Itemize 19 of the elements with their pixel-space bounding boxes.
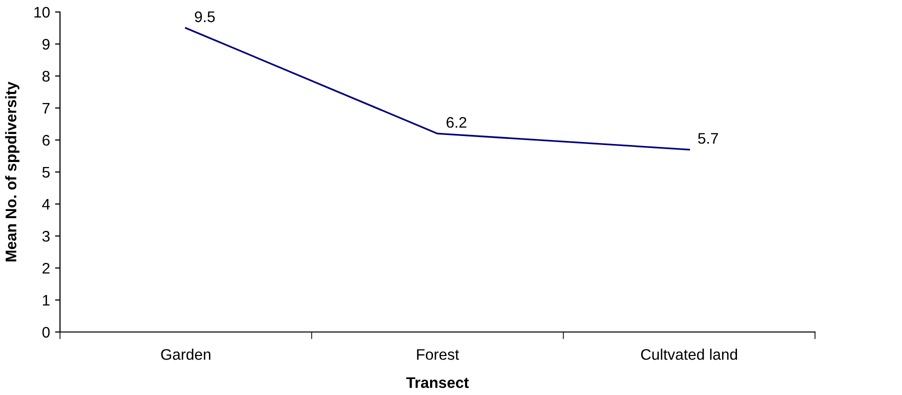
y-tick-label: 2 [42,262,50,274]
x-tick-label: Forest [417,349,460,360]
y-tick-label: 5 [42,167,50,178]
y-tick-label: 9 [42,38,50,50]
y-tick-label: 8 [42,70,50,82]
x-tick-label: Garden [161,348,210,360]
data-label: 5.7 [698,133,718,144]
y-tick-label: 4 [42,199,50,210]
data-label: 6.2 [446,116,466,128]
y-tick-label: 3 [42,230,50,242]
x-axis-title: Transect [406,377,469,388]
y-tick-label: 0 [42,326,50,338]
y-tick-label: 6 [42,134,50,146]
y-tick-label: 10 [34,6,50,18]
x-tick-label: Cultvated land [641,348,738,360]
y-tick-label: 7 [42,103,50,114]
y-tick-label: 1 [42,295,50,306]
data-label: 9.5 [194,11,215,22]
y-axis-title: Mean No. of sppdiversity [5,82,20,262]
